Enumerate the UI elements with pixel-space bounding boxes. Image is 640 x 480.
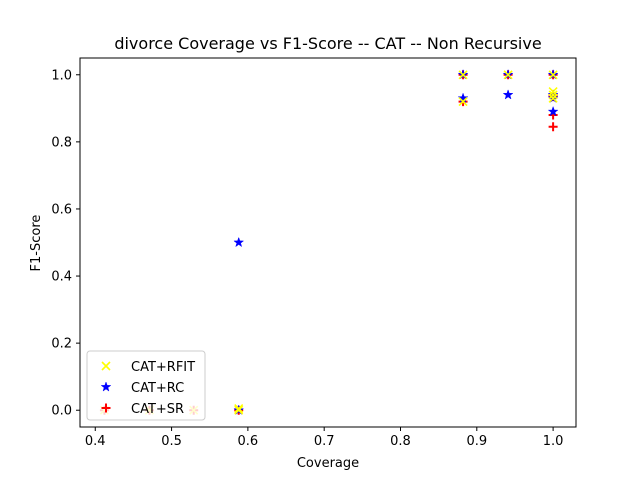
data-point <box>233 236 245 248</box>
y-tick-label: 0.6 <box>51 202 72 217</box>
data-point <box>503 70 513 80</box>
data-point <box>234 405 244 415</box>
x-axis: 0.4 0.5 0.6 0.7 0.8 0.9 1.0 <box>85 427 564 449</box>
data-point <box>548 70 558 80</box>
legend-label: CAT+RC <box>131 381 184 396</box>
x-tick-label: 0.5 <box>161 434 182 449</box>
x-tick-label: 0.9 <box>466 434 487 449</box>
x-tick-label: 1.0 <box>543 434 564 449</box>
legend-label: CAT+SR <box>131 402 184 417</box>
data-point <box>548 93 558 103</box>
data-point <box>502 89 514 100</box>
y-axis-label: F1-Score <box>29 215 44 272</box>
data-point <box>548 86 558 97</box>
legend-marker <box>101 403 111 413</box>
x-tick-label: 0.8 <box>390 434 411 449</box>
legend-label: CAT+RFIT <box>131 360 195 375</box>
y-tick-label: 0.8 <box>51 135 72 150</box>
y-tick-label: 0.4 <box>51 270 72 285</box>
data-point <box>457 92 469 103</box>
chart-title: divorce Coverage vs F1-Score -- CAT -- N… <box>114 34 541 53</box>
data-point <box>547 105 559 117</box>
plot-frame <box>79 57 577 428</box>
legend-item: CAT+RFIT <box>101 360 195 375</box>
legend-box <box>86 350 206 421</box>
data-point <box>458 70 468 80</box>
legend: CAT+RFIT CAT+RC CAT+SR <box>86 350 206 421</box>
data-point <box>548 122 558 132</box>
y-tick-label: 1.0 <box>51 68 72 83</box>
legend-marker <box>100 381 112 392</box>
y-tick-label: 0.0 <box>51 404 72 419</box>
legend-item: CAT+SR <box>101 402 184 417</box>
x-tick-label: 0.6 <box>238 434 259 449</box>
y-tick-label: 0.2 <box>51 337 72 352</box>
legend-item: CAT+RC <box>100 381 184 396</box>
x-tick-label: 0.7 <box>314 434 335 449</box>
data-point <box>548 90 558 100</box>
x-axis-label: Coverage <box>297 456 359 471</box>
y-axis: 0.0 0.2 0.4 0.6 0.8 1.0 <box>51 68 80 419</box>
series-cat-rc <box>233 69 559 415</box>
x-tick-label: 0.4 <box>85 434 106 449</box>
data-point <box>234 403 244 414</box>
legend-marker <box>101 361 111 371</box>
data-point <box>458 97 468 107</box>
